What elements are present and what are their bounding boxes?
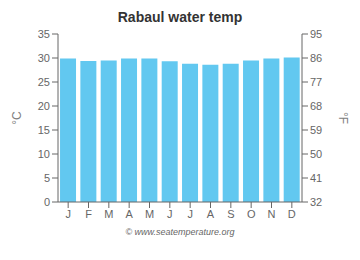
svg-text:32: 32 <box>310 196 322 208</box>
html-text:Rabaul water temp: Rabaul water temp <box>117 9 243 25</box>
svg-text:15: 15 <box>38 124 50 136</box>
svg-text:10: 10 <box>38 148 50 160</box>
svg-text:25: 25 <box>38 76 50 88</box>
svg-text:86: 86 <box>310 52 322 64</box>
svg-text:N: N <box>268 208 276 220</box>
svg-text:0: 0 <box>44 196 50 208</box>
svg-text:S: S <box>227 208 234 220</box>
svg-text:M: M <box>104 208 113 220</box>
svg-text:68: 68 <box>310 100 322 112</box>
svg-text:A: A <box>125 208 133 220</box>
svg-text:20: 20 <box>38 100 50 112</box>
svg-text:°C: °C <box>10 111 24 125</box>
svg-text:35: 35 <box>38 28 50 40</box>
svg-text:50: 50 <box>310 148 322 160</box>
svg-text:°F: °F <box>336 112 350 124</box>
svg-text:59: 59 <box>310 124 322 136</box>
svg-text:77: 77 <box>310 76 322 88</box>
html-text:© www.seatemperature.org: © www.seatemperature.org <box>125 227 235 237</box>
svg-text:41: 41 <box>310 172 322 184</box>
svg-text:M: M <box>145 208 154 220</box>
svg-text:O: O <box>247 208 256 220</box>
svg-text:F: F <box>85 208 92 220</box>
svg-text:J: J <box>167 208 173 220</box>
svg-text:J: J <box>65 208 71 220</box>
svg-text:J: J <box>187 208 193 220</box>
svg-text:A: A <box>207 208 215 220</box>
svg-text:D: D <box>288 208 296 220</box>
svg-text:95: 95 <box>310 28 322 40</box>
svg-text:30: 30 <box>38 52 50 64</box>
svg-text:5: 5 <box>44 172 50 184</box>
